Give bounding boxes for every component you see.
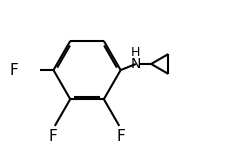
Text: F: F <box>10 63 19 78</box>
Text: H: H <box>130 46 139 59</box>
Text: F: F <box>48 129 57 144</box>
Text: F: F <box>116 129 125 144</box>
Text: N: N <box>130 57 140 71</box>
